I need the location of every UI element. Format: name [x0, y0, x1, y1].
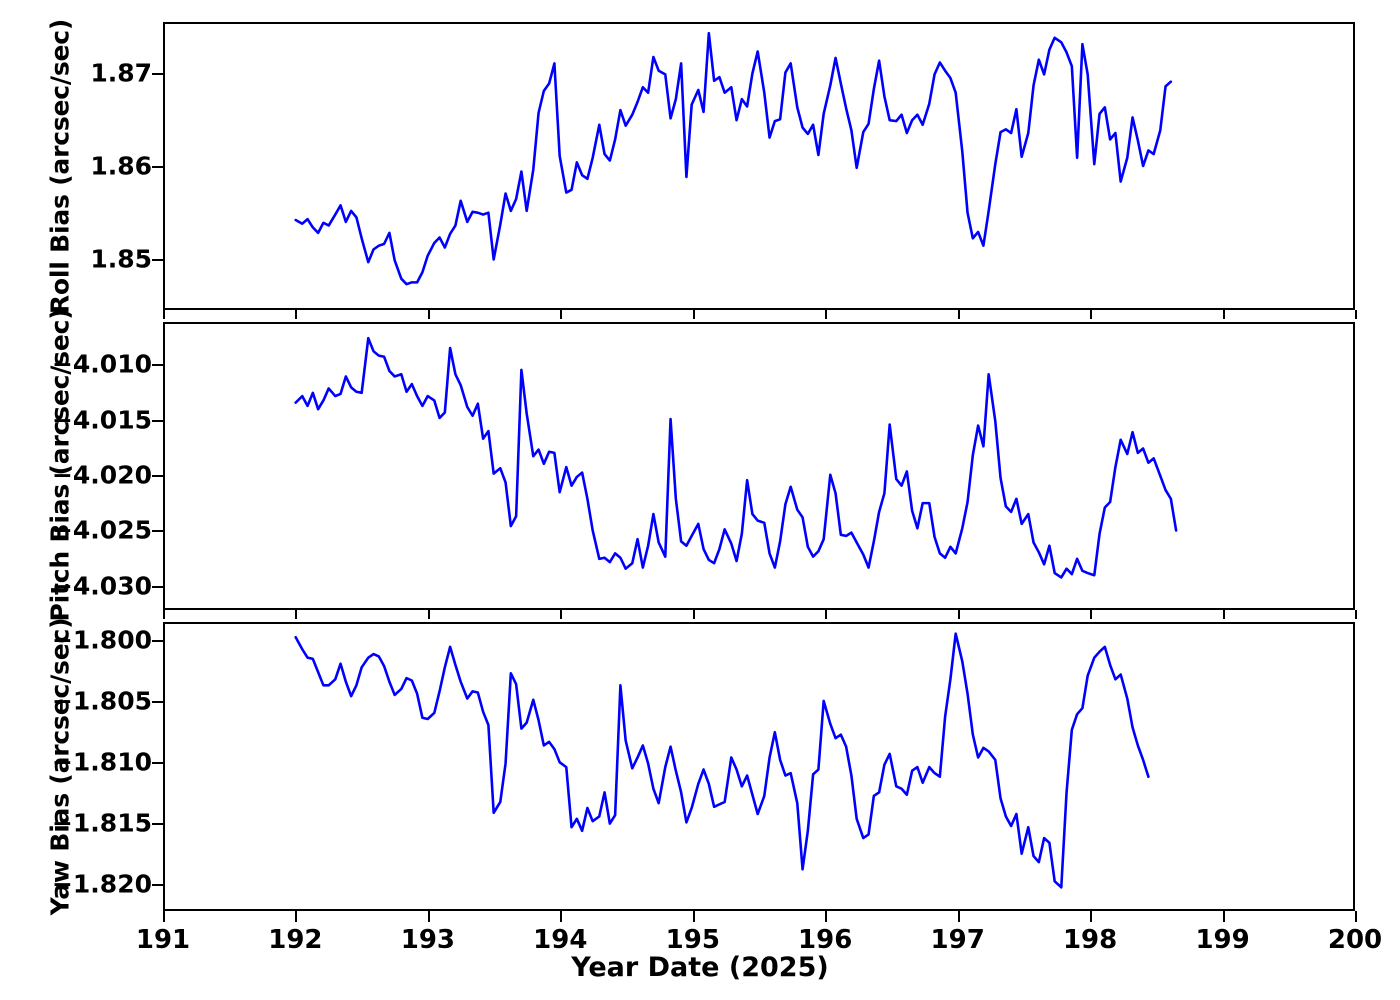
xtick-label: 191: [135, 925, 191, 955]
xtick-label: 200: [1327, 925, 1383, 955]
roll-bias-line-chart: [294, 31, 1173, 286]
xtick-mark-minor: [163, 610, 165, 619]
pitch-ytick-label: −4.030: [51, 571, 152, 601]
xtick-mark: [692, 911, 695, 922]
yaw-ytick-label: −1.815: [51, 808, 152, 838]
xtick-mark-minor: [163, 310, 165, 319]
xtick-mark-minor: [1090, 610, 1093, 619]
pitch-bias-line-chart: [294, 336, 1178, 579]
xtick-mark-minor: [825, 610, 828, 619]
roll-ytick-mark: [152, 73, 163, 76]
xtick-mark-minor: [560, 610, 563, 619]
xtick-mark-minor: [427, 610, 430, 619]
yaw-bias-line-chart: [294, 632, 1150, 889]
pitch-bias-plot-panel: [163, 322, 1355, 610]
pitch-ytick-label: −4.025: [51, 515, 152, 545]
yaw-ytick-mark: [152, 701, 163, 704]
yaw-ytick-label: −1.800: [51, 625, 152, 655]
pitch-ytick-label: −4.010: [51, 349, 152, 379]
roll-ytick-label: 1.86: [90, 151, 152, 181]
xtick-mark-minor: [560, 310, 563, 319]
yaw-ytick-mark: [152, 823, 163, 826]
pitch-ytick-label: −4.020: [51, 460, 152, 490]
pitch-ytick-label: −4.015: [51, 405, 152, 434]
xtick-mark-minor: [427, 310, 430, 319]
roll-ytick-mark: [152, 258, 163, 261]
yaw-ytick-label: −1.805: [51, 686, 152, 716]
xtick-label: 197: [930, 925, 985, 955]
pitch-ytick-mark: [152, 530, 163, 533]
xtick-mark-minor: [1222, 610, 1225, 619]
roll-bias-data-line: [294, 31, 1173, 286]
xtick-mark-minor: [1355, 610, 1357, 619]
x-axis-label: Year Date (2025): [571, 952, 829, 983]
roll-ytick-label: 1.85: [90, 244, 152, 274]
xtick-mark: [427, 911, 430, 922]
roll-bias-plot-panel: [163, 22, 1355, 310]
yaw-ytick-label: −1.820: [51, 869, 152, 899]
yaw-bias-data-line: [294, 632, 1150, 889]
yaw-ytick-mark: [152, 884, 163, 887]
xtick-label: 193: [400, 925, 456, 955]
xtick-mark: [825, 911, 828, 922]
roll-ytick-label: 1.87: [90, 58, 152, 88]
yaw-ytick-mark: [152, 640, 163, 643]
xtick-mark-minor: [825, 310, 828, 319]
pitch-ytick-mark: [152, 585, 163, 588]
xtick-mark: [560, 911, 563, 922]
xtick-mark: [1355, 911, 1357, 922]
xtick-mark: [1222, 911, 1225, 922]
xtick-label: 195: [665, 925, 720, 955]
xtick-label: 192: [268, 925, 323, 955]
xtick-label: 196: [798, 925, 853, 955]
xtick-mark: [1090, 911, 1093, 922]
xtick-mark-minor: [295, 610, 298, 619]
xtick-mark-minor: [1222, 310, 1225, 319]
xtick-label: 194: [533, 925, 588, 955]
xtick-label: 199: [1195, 925, 1250, 955]
xtick-mark: [957, 911, 960, 922]
pitch-ytick-mark: [152, 419, 163, 422]
xtick-mark-minor: [957, 310, 960, 319]
xtick-mark-minor: [692, 610, 695, 619]
xtick-mark: [163, 911, 165, 922]
roll-ytick-mark: [152, 166, 163, 168]
xtick-label: 198: [1062, 925, 1118, 955]
pitch-bias-data-line: [294, 336, 1178, 579]
xtick-mark-minor: [1355, 310, 1357, 319]
xtick-mark-minor: [295, 310, 298, 319]
yaw-ytick-mark: [152, 762, 163, 765]
xtick-mark-minor: [957, 610, 960, 619]
xtick-mark: [295, 911, 298, 922]
yaw-ytick-label: −1.810: [51, 747, 152, 777]
pitch-ytick-mark: [152, 364, 163, 367]
xtick-mark-minor: [692, 310, 695, 319]
yaw-bias-plot-panel: [163, 622, 1355, 911]
xtick-mark-minor: [1090, 310, 1093, 319]
pitch-ytick-mark: [152, 474, 163, 477]
